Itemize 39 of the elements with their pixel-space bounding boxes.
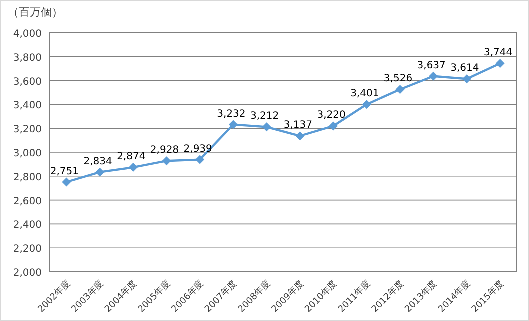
y-tick-label: 3,800 [13, 52, 42, 64]
y-tick-label: 3,600 [13, 76, 42, 88]
y-tick-label: 3,200 [13, 124, 42, 136]
y-tick-label: 2,000 [13, 268, 42, 279]
point [62, 178, 72, 187]
data-label: 3,614 [450, 63, 480, 74]
point [296, 132, 305, 141]
data-label: 3,220 [317, 110, 346, 122]
data-label: 3,232 [217, 108, 246, 120]
y-tick-label: 3,400 [13, 100, 42, 112]
point [362, 100, 372, 110]
point [329, 122, 338, 131]
point [96, 168, 105, 177]
data-label: 2,751 [50, 166, 79, 178]
point [462, 74, 472, 84]
data-label: 3,212 [250, 111, 280, 122]
point [228, 120, 238, 130]
data-label: 2,874 [117, 152, 146, 163]
y-tick-label: 2,200 [13, 244, 42, 256]
y-tick-label: 3,000 [13, 148, 42, 160]
point [196, 155, 205, 164]
y-tick-label: 4,000 [13, 29, 42, 40]
point [128, 163, 138, 172]
point [162, 156, 172, 166]
data-label: 3,744 [484, 48, 513, 59]
data-label: 3,137 [284, 120, 312, 132]
data-label: 3,526 [384, 74, 413, 85]
y-axis-title: （百万個） [8, 6, 63, 19]
y-tick-label: 2,400 [13, 220, 42, 232]
point [396, 85, 405, 94]
point [429, 72, 438, 81]
data-label: 2,834 [84, 156, 112, 168]
data-label: 3,637 [417, 60, 446, 72]
point [496, 59, 505, 68]
y-tick-label: 2,600 [13, 196, 42, 208]
data-label: 2,928 [150, 145, 180, 156]
data-label: 3,401 [350, 88, 380, 100]
y-tick-label: 2,800 [13, 172, 42, 184]
point [262, 122, 272, 132]
